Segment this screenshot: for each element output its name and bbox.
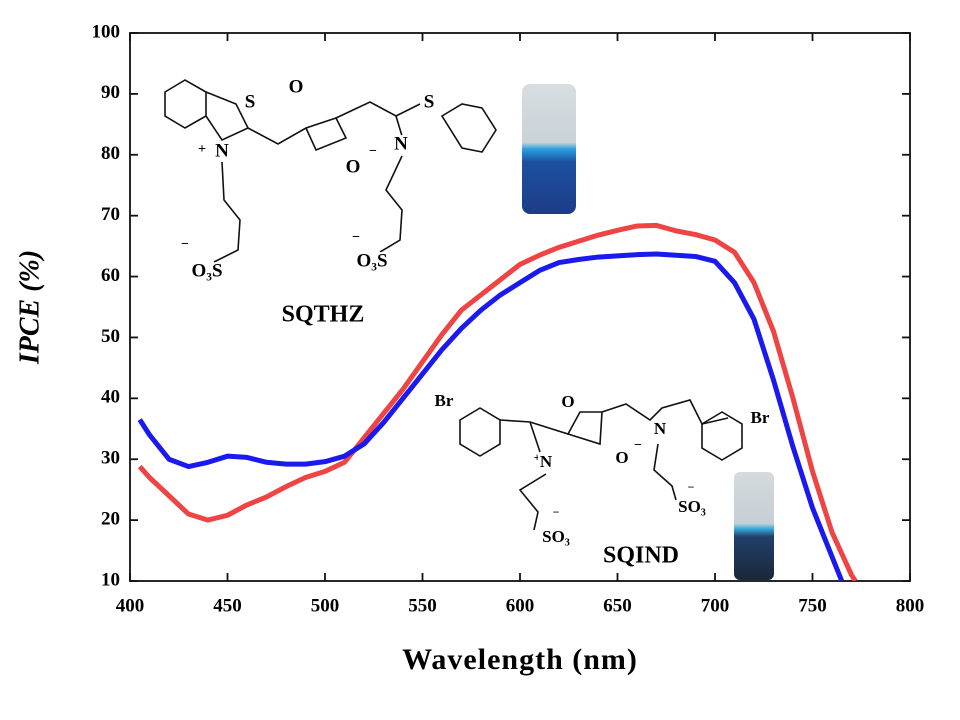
y-tick-label: 50 [101, 326, 120, 347]
y-tick-label: 20 [101, 508, 120, 529]
x-tick-label: 550 [408, 595, 437, 616]
atom-label: O [561, 392, 574, 411]
x-tick-label: 450 [213, 595, 242, 616]
y-axis-label: IPCE (%) [14, 250, 45, 365]
atom-label: − [688, 480, 695, 494]
x-axis-label: Wavelength (nm) [402, 643, 638, 676]
atom-label: N [394, 133, 408, 154]
atom-label: SO₃ [678, 497, 706, 516]
atom-label: SO₃ [542, 527, 570, 546]
atom-label: O₃S [356, 250, 387, 271]
atom-label: N [540, 452, 553, 471]
x-tick-label: 700 [701, 595, 730, 616]
atom-label: + [534, 450, 541, 464]
atom-label: S [424, 91, 435, 112]
atom-label: S [245, 91, 256, 112]
y-tick-label: 70 [101, 204, 120, 225]
x-tick-label: 400 [116, 595, 145, 616]
x-tick-label: 650 [603, 595, 632, 616]
x-tick-label: 500 [311, 595, 340, 616]
structure-drawing [164, 79, 774, 580]
atom-label: O [346, 156, 361, 177]
y-tick-label: 80 [101, 143, 120, 164]
compound-name: SQTHZ [282, 302, 365, 328]
atom-label: − [634, 438, 642, 453]
atom-label: − [553, 505, 560, 519]
y-tick-label: 30 [101, 448, 120, 469]
atom-label: O₃S [191, 260, 222, 281]
y-tick-label: 60 [101, 265, 120, 286]
y-tick-label: 90 [101, 82, 120, 103]
atom-label: − [181, 237, 189, 252]
compound-name: SQIND [603, 543, 679, 569]
atom-label: N [654, 419, 667, 438]
line-series [137, 222, 858, 581]
y-tick-label: 10 [101, 569, 120, 590]
atom-label: O [289, 76, 304, 97]
atom-label: N [215, 140, 229, 161]
y-tick-label: 100 [92, 21, 121, 42]
atom-label: O [615, 448, 628, 467]
atom-label: Br [751, 408, 770, 427]
atom-label: + [198, 142, 206, 157]
y-tick-label: 40 [101, 387, 120, 408]
line-series [137, 251, 845, 581]
atom-label: Br [435, 391, 454, 410]
atom-label: − [369, 144, 377, 159]
x-tick-label: 750 [798, 595, 827, 616]
plot-lines [137, 222, 858, 581]
atom-label: − [352, 230, 360, 245]
x-tick-label: 600 [506, 595, 535, 616]
x-tick-label: 800 [896, 595, 925, 616]
plot-frame [129, 32, 911, 582]
